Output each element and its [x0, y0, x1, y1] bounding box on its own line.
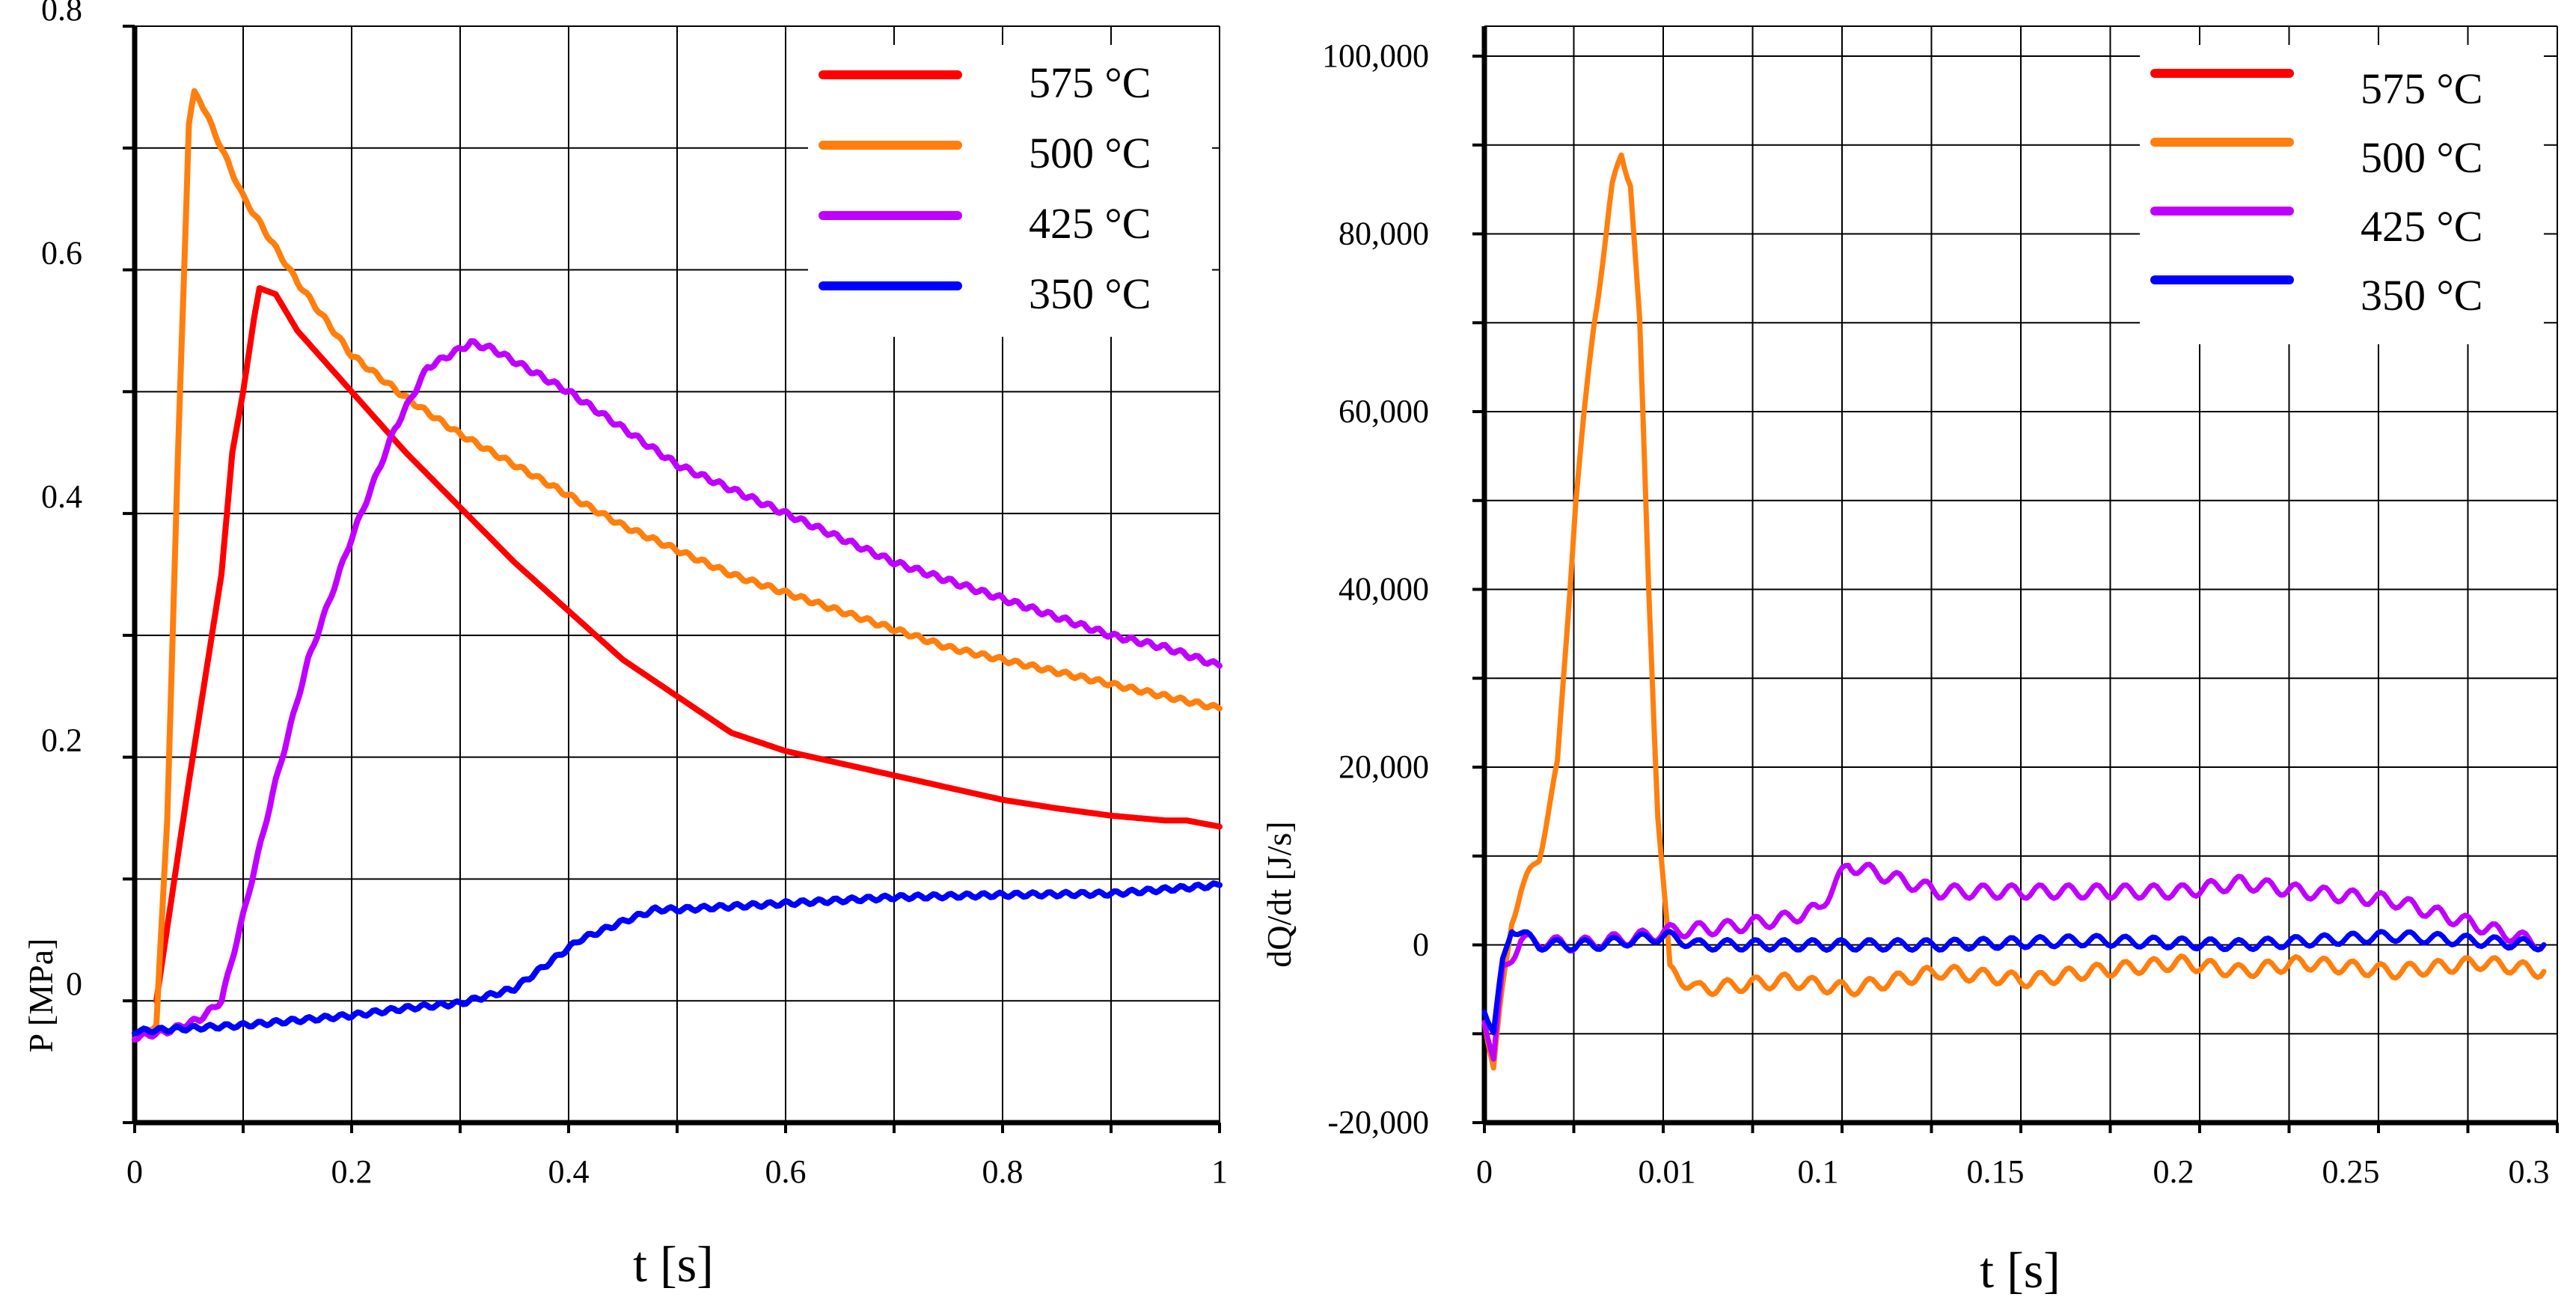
left-x-tick-label: 0.2: [331, 1153, 373, 1190]
right-series-line-425: [1481, 861, 2547, 1062]
right-x-tick-label: 0.01: [1639, 1153, 1696, 1190]
left-legend-label: 425 °C: [1029, 199, 1151, 248]
right-legend-label: 350 °C: [2361, 271, 2482, 320]
left-x-tick-label: 0.6: [765, 1153, 807, 1190]
left-x-tick-labels: 0 0.2 0.4 0.6 0.8 1: [126, 1153, 1228, 1190]
right-y-tick-label: 20,000: [1339, 748, 1429, 785]
right-axes: [1472, 26, 2559, 1133]
right-x-tick-label: 0: [1476, 1153, 1493, 1190]
right-legend-label: 575 °C: [2361, 64, 2482, 113]
right-y-tick-labels: -20,000 0 20,000 40,000 60,000 80,000 100,000: [1322, 37, 1429, 1141]
right-y-tick-label: 0: [1413, 927, 1429, 963]
right-x-tick-label: 0.25: [2322, 1153, 2380, 1190]
left-y-tick-label: 0.4: [41, 478, 82, 515]
left-series-line-425: [132, 338, 1223, 1043]
left-x-tick-label: 0.8: [982, 1153, 1024, 1190]
left-x-tick-label: 0.4: [548, 1153, 590, 1190]
right-legend-box: [2140, 45, 2544, 344]
left-y-tick-labels: 0 0.2 0.4 0.6 0.8: [41, 0, 82, 1002]
right-series-line-500: [1481, 152, 2547, 1071]
left-legend-box: [808, 45, 1212, 337]
right-y-tick-label: -20,000: [1327, 1104, 1429, 1141]
left-series-line-500: [132, 88, 1223, 1043]
left-legend-label: 500 °C: [1029, 129, 1151, 177]
left-y-tick-label: 0.8: [41, 0, 82, 28]
left-legend: 575 °C 500 °C 425 °C 350 °C: [808, 45, 1212, 337]
right-x-tick-label: 0.1: [1798, 1153, 1839, 1190]
left-y-tick-label: 0: [66, 965, 82, 1002]
left-x-tick-label: 1: [1211, 1153, 1228, 1190]
right-series-line-350: [1481, 929, 2547, 1036]
left-axes: [123, 25, 1221, 1133]
right-y-tick-label: 80,000: [1339, 216, 1429, 252]
left-x-axis-label: t [s]: [633, 1236, 714, 1293]
right-legend: 575 °C 500 °C 425 °C 350 °C: [2140, 45, 2544, 344]
left-legend-label: 350 °C: [1029, 269, 1151, 318]
right-x-tick-label: 0.3: [2509, 1153, 2550, 1190]
left-legend-label: 575 °C: [1029, 58, 1151, 107]
right-panel: -20,000020,00040,00060,00080,000100,000 …: [1260, 25, 2559, 1299]
right-series: [1481, 152, 2547, 1071]
right-y-axis-label: dQ/dt [J/s]: [1260, 821, 1298, 968]
right-y-tick-label: 60,000: [1339, 393, 1429, 430]
right-x-tick-label: 0.2: [2153, 1153, 2194, 1190]
left-series-line-575: [153, 285, 1223, 1004]
right-x-tick-labels: 0 0.01 0.1 0.15 0.2 0.25 0.3: [1476, 1153, 2550, 1190]
right-legend-label: 425 °C: [2361, 202, 2482, 251]
left-series: [132, 88, 1223, 1043]
left-panel: 0 0.2 0.4 0.6 0.8 0 0.2 0.4 0.6 0.8 1 575 °C 500 °…: [22, 0, 1228, 1293]
right-y-tick-label: 100,000: [1322, 37, 1429, 74]
left-x-tick-label: 0: [126, 1153, 143, 1190]
right-legend-label: 500 °C: [2361, 133, 2482, 182]
right-x-tick-label: 0.15: [1967, 1153, 2025, 1190]
left-y-tick-label: 0.2: [41, 722, 82, 759]
right-y-tick-label: 40,000: [1339, 571, 1429, 608]
left-series-line-350: [132, 880, 1223, 1037]
left-y-axis-label: P [MPa]: [22, 939, 60, 1053]
left-y-tick-label: 0.6: [41, 235, 82, 272]
right-x-axis-label: t [s]: [1980, 1242, 2061, 1299]
